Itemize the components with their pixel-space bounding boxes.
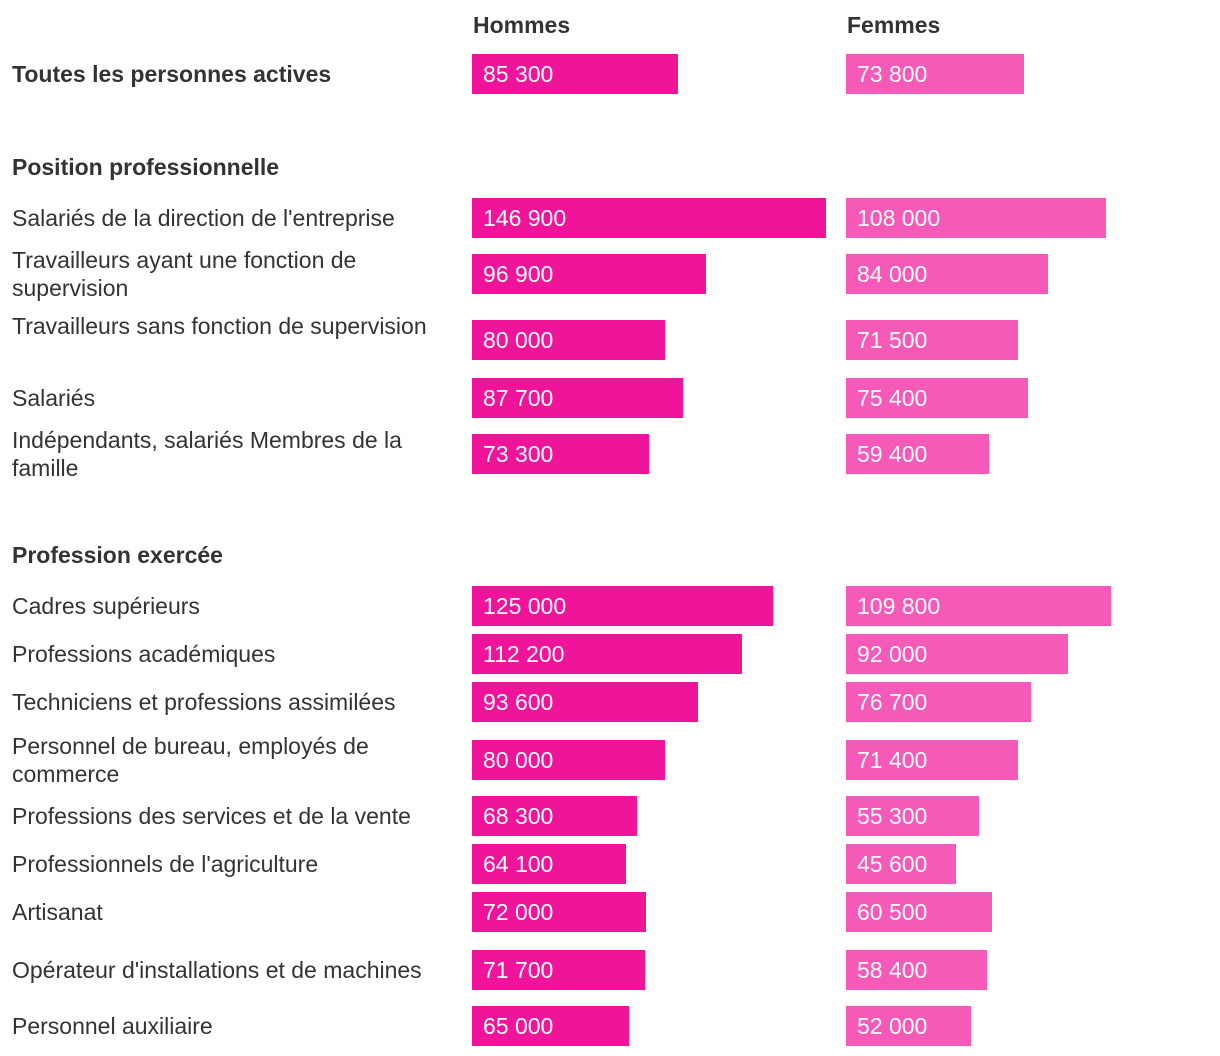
bar-hommes: 64 100	[472, 844, 626, 884]
bar-femmes: 45 600	[846, 844, 956, 884]
bar-hommes: 65 000	[472, 1006, 629, 1046]
section-title: Position professionnelle	[12, 154, 280, 180]
bar-hommes: 146 900	[472, 198, 826, 238]
bar-hommes: 85 300	[472, 54, 678, 94]
row-label: Professions des services et de la vente	[12, 803, 411, 829]
bar-hommes: 80 000	[472, 320, 665, 360]
bar-femmes: 108 000	[846, 198, 1106, 238]
row-label: Travailleurs ayant une fonction de super…	[12, 247, 357, 301]
bar-hommes: 112 200	[472, 634, 742, 674]
row-label: Salariés de la direction de l'entreprise	[12, 205, 395, 231]
row-label: Opérateur d'installations et de machines	[12, 957, 422, 983]
bar-hommes: 68 300	[472, 796, 637, 836]
bar-femmes: 60 500	[846, 892, 992, 932]
bar-femmes: 52 000	[846, 1006, 971, 1046]
row-label: Cadres supérieurs	[12, 593, 200, 619]
row-label: Salariés	[12, 385, 96, 411]
row-label: Personnel de bureau, employés de commerc…	[12, 733, 369, 787]
section-title: Profession exercée	[12, 542, 223, 568]
bar-femmes: 55 300	[846, 796, 979, 836]
bar-femmes: 58 400	[846, 950, 987, 990]
bar-hommes: 80 000	[472, 740, 665, 780]
bar-hommes: 125 000	[472, 586, 773, 626]
bar-femmes: 75 400	[846, 378, 1028, 418]
bar-femmes: 109 800	[846, 586, 1111, 626]
row-label: Techniciens et professions assimilées	[12, 689, 396, 715]
row-label: Toutes les personnes actives	[12, 61, 332, 87]
bar-hommes: 71 700	[472, 950, 645, 990]
column-header-femmes: Femmes	[847, 12, 941, 38]
row-label: Artisanat	[12, 899, 103, 925]
row-label: Professionnels de l'agriculture	[12, 851, 319, 877]
bar-femmes: 71 500	[846, 320, 1018, 360]
bar-femmes: 76 700	[846, 682, 1031, 722]
row-label: Indépendants, salariés Membres de la fam…	[12, 427, 402, 481]
bar-hommes: 73 300	[472, 434, 649, 474]
bar-hommes: 87 700	[472, 378, 683, 418]
row-label: Personnel auxiliaire	[12, 1013, 213, 1039]
bar-hommes: 93 600	[472, 682, 698, 722]
bar-femmes: 92 000	[846, 634, 1068, 674]
row-label: Travailleurs sans fonction de supervisio…	[12, 313, 427, 339]
bar-femmes: 73 800	[846, 54, 1024, 94]
column-header-hommes: Hommes	[473, 12, 571, 38]
bar-femmes: 84 000	[846, 254, 1048, 294]
bar-femmes: 59 400	[846, 434, 989, 474]
bar-femmes: 71 400	[846, 740, 1018, 780]
bar-hommes: 72 000	[472, 892, 646, 932]
bar-hommes: 96 900	[472, 254, 706, 294]
row-label: Professions académiques	[12, 641, 276, 667]
